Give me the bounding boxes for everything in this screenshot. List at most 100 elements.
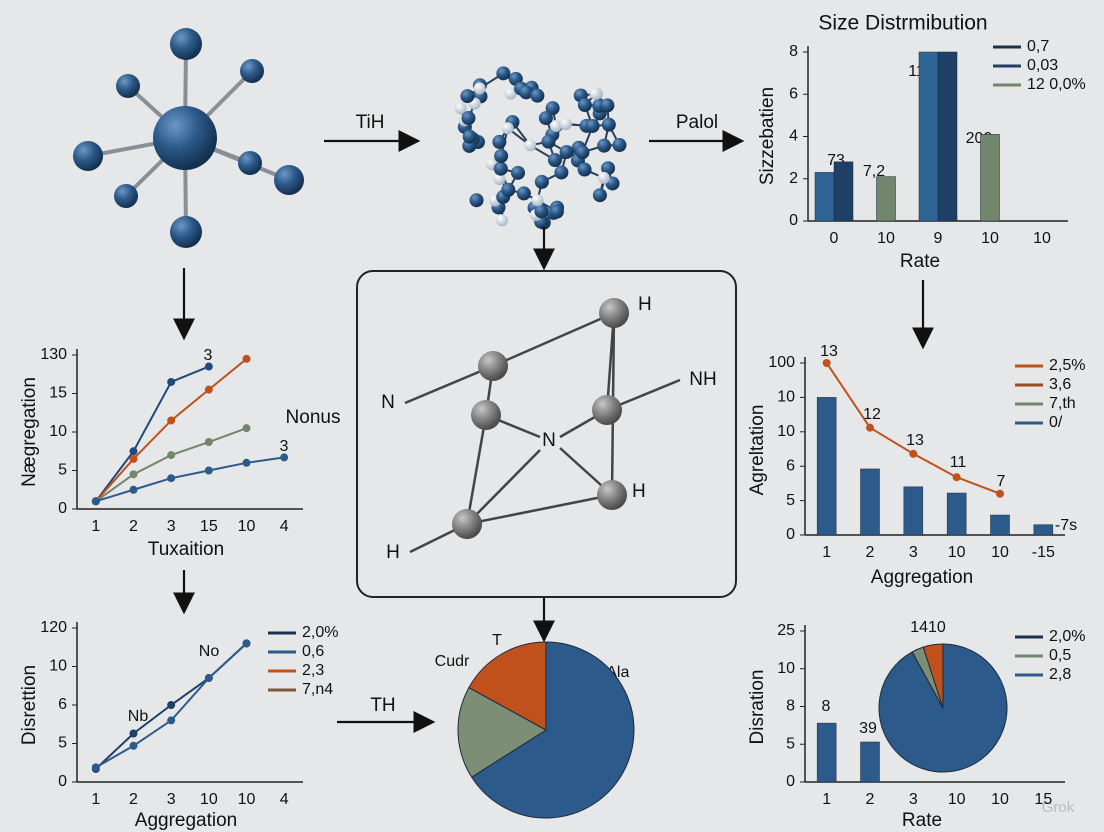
atom [116,74,140,98]
annotation: T [492,632,502,649]
y-axis-label: Disration [747,670,768,745]
atom [454,102,467,115]
atom [501,122,514,135]
annotation: -7s [1055,517,1077,534]
pie-slice [457,686,547,778]
annotation: Cudr [435,653,470,670]
point [204,438,213,447]
y-tick-label: 0 [58,500,67,517]
bar [860,741,880,783]
legend-label: 12 0,0% [1027,76,1086,93]
atom-label: N [381,392,395,413]
x-tick-label: 4 [280,791,289,808]
atom [550,119,563,132]
x-tick-label: 10 [948,791,966,808]
chart-title: Size Distrmibution [818,12,987,35]
bar [1033,524,1054,536]
y-tick-label: 6 [58,696,67,713]
y-tick-label: 5 [786,492,795,509]
atom-label: NH [689,369,716,390]
atom [534,204,549,219]
annotation: Nb [128,708,149,725]
point [996,489,1004,498]
atom [461,111,476,126]
atom [549,204,564,219]
bar [980,134,1000,222]
x-tick-label: 10 [991,791,1009,808]
point [204,385,213,394]
x-tick-label: 10 [238,518,256,535]
x-axis-label: Rate [900,251,940,272]
annotation: 13 [820,343,838,360]
arrow-label: TH [370,695,395,716]
annotation: 1410 [910,619,946,636]
legend-label: 2,5% [1049,357,1085,374]
annotation: 13 [906,432,924,449]
arrow-label: Palol [676,112,718,133]
star-molecule [73,28,304,248]
x-axis-label: Aggregation [871,567,973,588]
atom [504,87,517,100]
x-tick-label: 15 [1034,791,1052,808]
bar [814,172,835,222]
legend-label: 2,0% [302,624,338,641]
watermark: Grok [1042,799,1075,816]
bar [860,468,880,536]
point [822,359,831,367]
point [242,424,251,433]
x-tick-label: 3 [909,544,918,561]
line [95,365,210,502]
point [129,485,138,494]
x-tick-label: 10 [877,230,895,247]
point [167,701,176,709]
y-tick-label: 130 [40,346,67,363]
annotation: 12 [863,406,881,423]
x-tick-label: 10 [200,791,218,808]
bar [990,514,1010,536]
atom [545,101,560,116]
atom [524,139,537,152]
x-tick-label: 3 [909,791,918,808]
point [129,729,138,738]
x-tick-label: -15 [1032,544,1055,561]
x-tick-label: 10 [991,544,1009,561]
atom [530,88,545,103]
bar [833,161,854,222]
point [167,451,176,460]
x-tick-label: 3 [167,518,176,535]
x-tick-label: 10 [981,230,999,247]
annotation: 7,2 [863,163,885,180]
atom [511,165,526,180]
atom [469,193,484,208]
y-tick-label: 120 [40,619,67,636]
molecule-box [356,270,737,598]
x-tick-label: 2 [866,544,875,561]
y-tick-label: 10 [777,423,795,440]
legend-label: 0,6 [302,643,324,660]
y-tick-label: 2 [789,170,798,187]
line [825,362,1001,495]
bar [903,486,924,536]
point [204,362,213,371]
x-tick-label: 15 [200,518,218,535]
y-tick-label: 8 [789,43,798,60]
y-tick-label: 6 [789,85,798,102]
legend-label: 2,0% [1049,628,1085,645]
atom [494,148,509,163]
y-tick-label: 5 [58,735,67,752]
atom [559,144,574,159]
atom [531,194,544,207]
y-tick-label: 0 [58,773,67,790]
point [242,354,251,363]
x-axis-label: Rate [902,810,942,831]
atom [493,161,508,176]
legend-label: 7,n4 [302,681,333,698]
annotation: 39 [859,720,877,737]
x-tick-label: 1 [822,544,831,561]
point [167,474,176,483]
atom [601,161,616,176]
point [204,466,213,475]
point [129,454,138,463]
x-axis-label: Tuxaition [148,539,224,560]
